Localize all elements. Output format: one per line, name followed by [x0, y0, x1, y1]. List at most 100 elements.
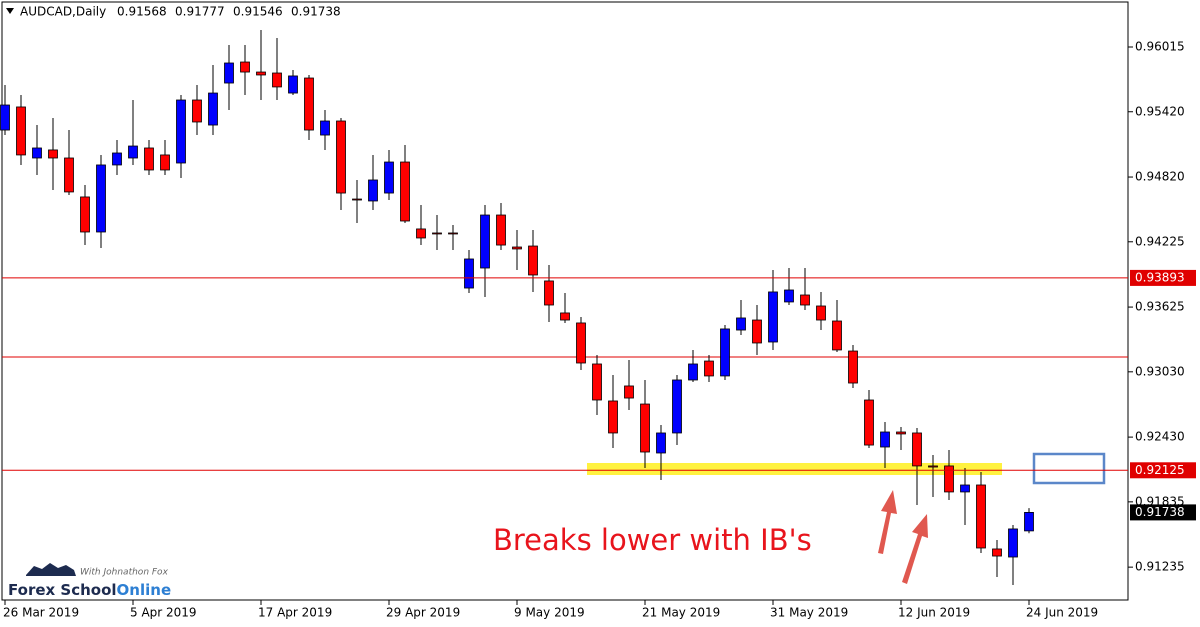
y-tick-label: 0.94820: [1135, 170, 1185, 184]
candle-body: [16, 106, 26, 156]
y-tick-label: 0.95420: [1135, 104, 1185, 118]
candle-body: [176, 99, 186, 164]
candle-body: [192, 99, 202, 123]
candle-body: [560, 312, 570, 321]
candle-body: [768, 291, 778, 343]
candle-body: [624, 385, 634, 399]
candle-body: [512, 246, 522, 250]
candle-body: [80, 196, 90, 233]
candle-body: [912, 432, 922, 467]
logo-silhouette: [26, 563, 76, 576]
x-tick-label: 12 Jun 2019: [898, 606, 970, 620]
candle-body: [112, 152, 122, 166]
logo-brand-main: Forex School: [8, 581, 117, 599]
candle-body: [1008, 528, 1018, 558]
logo: With Johnathon Fox Forex SchoolOnline: [8, 563, 171, 599]
candle-body: [224, 62, 234, 84]
logo-brand: Forex SchoolOnline: [8, 581, 171, 599]
candle-body: [496, 214, 506, 246]
y-tick-label: 0.96015: [1135, 40, 1185, 54]
candle-body: [160, 154, 170, 171]
candle-body: [656, 432, 666, 454]
ohlc-low: 0.91546: [233, 5, 283, 19]
price-label: 0.91738: [1135, 505, 1185, 519]
candle-body: [640, 403, 650, 453]
candle-body: [464, 258, 474, 289]
ohlc-open: 0.91568: [117, 5, 167, 19]
candle-body: [64, 157, 74, 193]
logo-tagline: With Johnathon Fox: [80, 568, 169, 578]
menu-triangle: [6, 8, 14, 14]
candle-body: [784, 289, 794, 303]
candle-body: [208, 92, 218, 126]
candle-body: [256, 71, 266, 76]
candle-body: [336, 120, 346, 194]
candle-body: [272, 72, 282, 88]
candle-body: [480, 214, 490, 269]
x-tick-label: 17 Apr 2019: [258, 606, 332, 620]
candle-body: [352, 198, 362, 201]
level-label: 0.93893: [1135, 270, 1185, 284]
candle-body: [448, 232, 458, 235]
candle-body: [592, 363, 602, 401]
candle-body: [144, 147, 154, 171]
ohlc-close: 0.91738: [291, 5, 341, 19]
candle-body: [128, 145, 138, 159]
candle-body: [240, 61, 250, 73]
x-tick-label: 26 Mar 2019: [3, 606, 79, 620]
x-tick-label: 24 Jun 2019: [1026, 606, 1098, 620]
candle-body: [576, 322, 586, 364]
x-tick-label: 9 May 2019: [514, 606, 585, 620]
arrows: [878, 490, 928, 584]
y-tick-label: 0.94225: [1135, 234, 1185, 248]
candle-body: [96, 164, 106, 233]
candle-body: [880, 431, 890, 448]
ohlc-high: 0.91777: [175, 5, 225, 19]
arrow: [902, 514, 928, 584]
candle-body: [848, 350, 858, 384]
logo-brand-suffix: Online: [117, 581, 172, 599]
target-box: [1032, 452, 1106, 485]
y-tick-label: 0.91235: [1135, 560, 1185, 574]
candle-body: [32, 147, 42, 159]
candle-body: [608, 400, 618, 434]
y-tick-label: 0.93625: [1135, 300, 1185, 314]
candle-body: [928, 465, 938, 468]
candle-body: [704, 360, 714, 377]
candle-body: [864, 399, 874, 446]
candle-body: [992, 548, 1002, 557]
candle-body: [48, 149, 58, 159]
plot-frame: [1, 1, 1129, 601]
level-tag: [1130, 462, 1196, 479]
candle-body: [0, 104, 10, 131]
zone-highlight: [587, 463, 1002, 475]
candle-body: [288, 75, 298, 94]
x-tick-label: 29 Apr 2019: [386, 606, 460, 620]
candle-body: [304, 77, 314, 131]
candle-body: [528, 245, 538, 276]
y-tick-label: 0.93030: [1135, 364, 1185, 378]
candle-body: [800, 294, 810, 306]
candle-body: [1024, 512, 1034, 532]
candle-body: [416, 228, 426, 239]
candle-body: [544, 280, 554, 306]
candle-body: [896, 431, 906, 435]
x-tick-label: 21 May 2019: [642, 606, 720, 620]
candle-body: [320, 120, 330, 136]
candle-body: [720, 328, 730, 377]
candle-body: [832, 320, 842, 351]
level-label: 0.92125: [1135, 463, 1185, 477]
price-tag: [1130, 504, 1196, 521]
candle-body: [736, 317, 746, 331]
candle-body: [976, 484, 986, 549]
candle-body: [400, 161, 410, 222]
candle-body: [384, 161, 394, 194]
annotation: Breaks lower with IB's: [493, 523, 812, 557]
candles: [0, 30, 1034, 585]
candle-body: [672, 379, 682, 434]
candle-body: [368, 179, 378, 202]
symbol: AUDCAD,Daily: [20, 5, 106, 19]
candle-body: [944, 465, 954, 493]
arrow: [878, 490, 897, 554]
